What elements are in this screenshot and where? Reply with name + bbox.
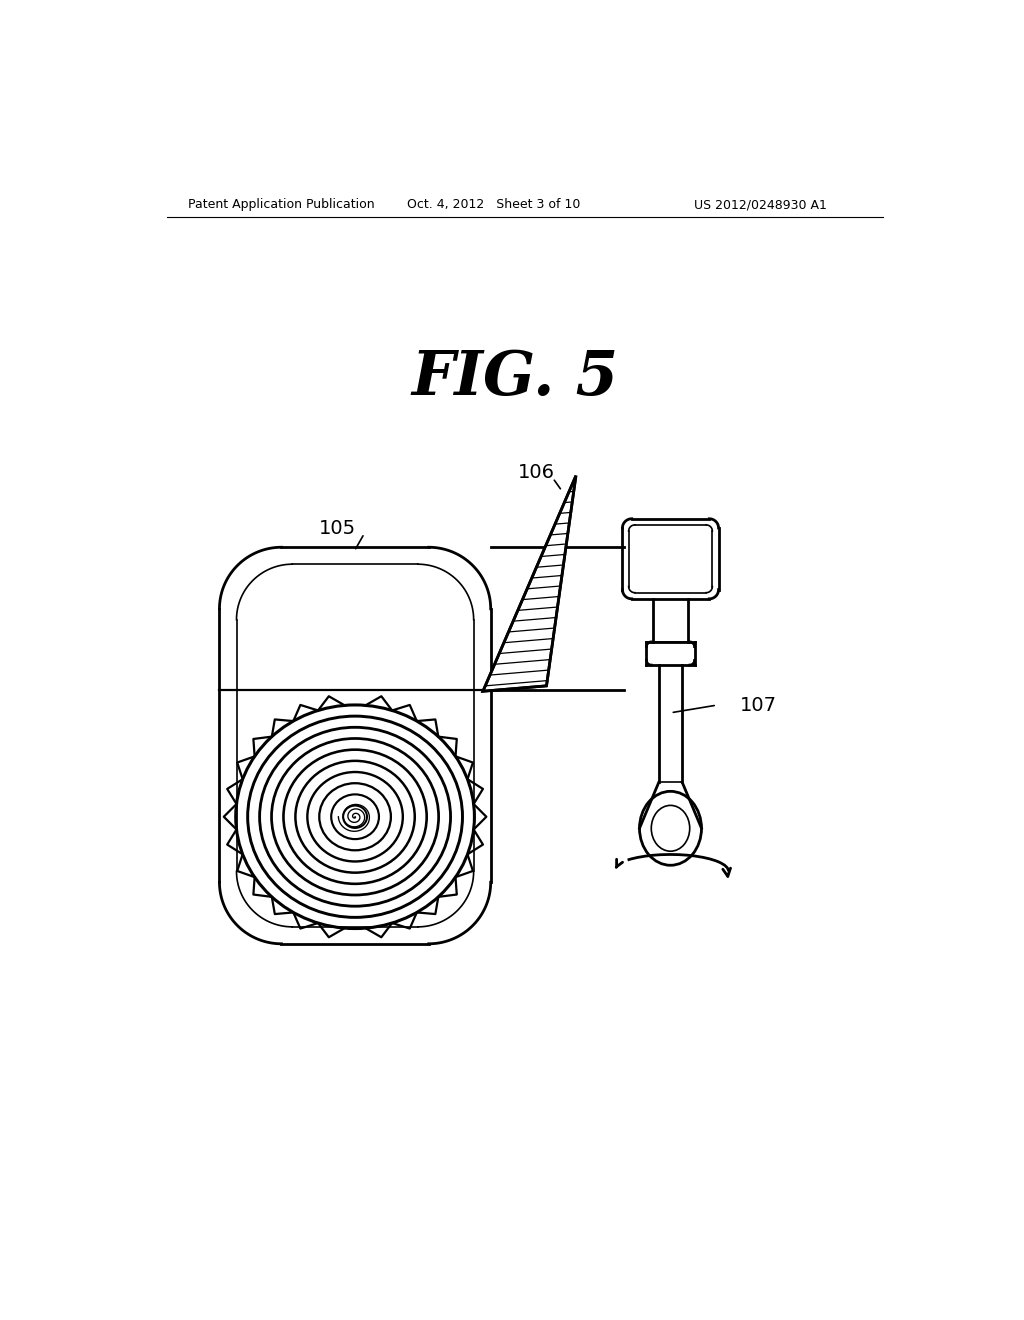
Text: 106: 106 xyxy=(518,463,555,482)
Text: 105: 105 xyxy=(318,519,355,537)
Text: Patent Application Publication: Patent Application Publication xyxy=(188,198,375,211)
Text: US 2012/0248930 A1: US 2012/0248930 A1 xyxy=(693,198,826,211)
Polygon shape xyxy=(483,475,575,692)
Text: 107: 107 xyxy=(740,696,777,714)
Text: FIG. 5: FIG. 5 xyxy=(412,348,620,408)
Text: Oct. 4, 2012   Sheet 3 of 10: Oct. 4, 2012 Sheet 3 of 10 xyxy=(407,198,581,211)
